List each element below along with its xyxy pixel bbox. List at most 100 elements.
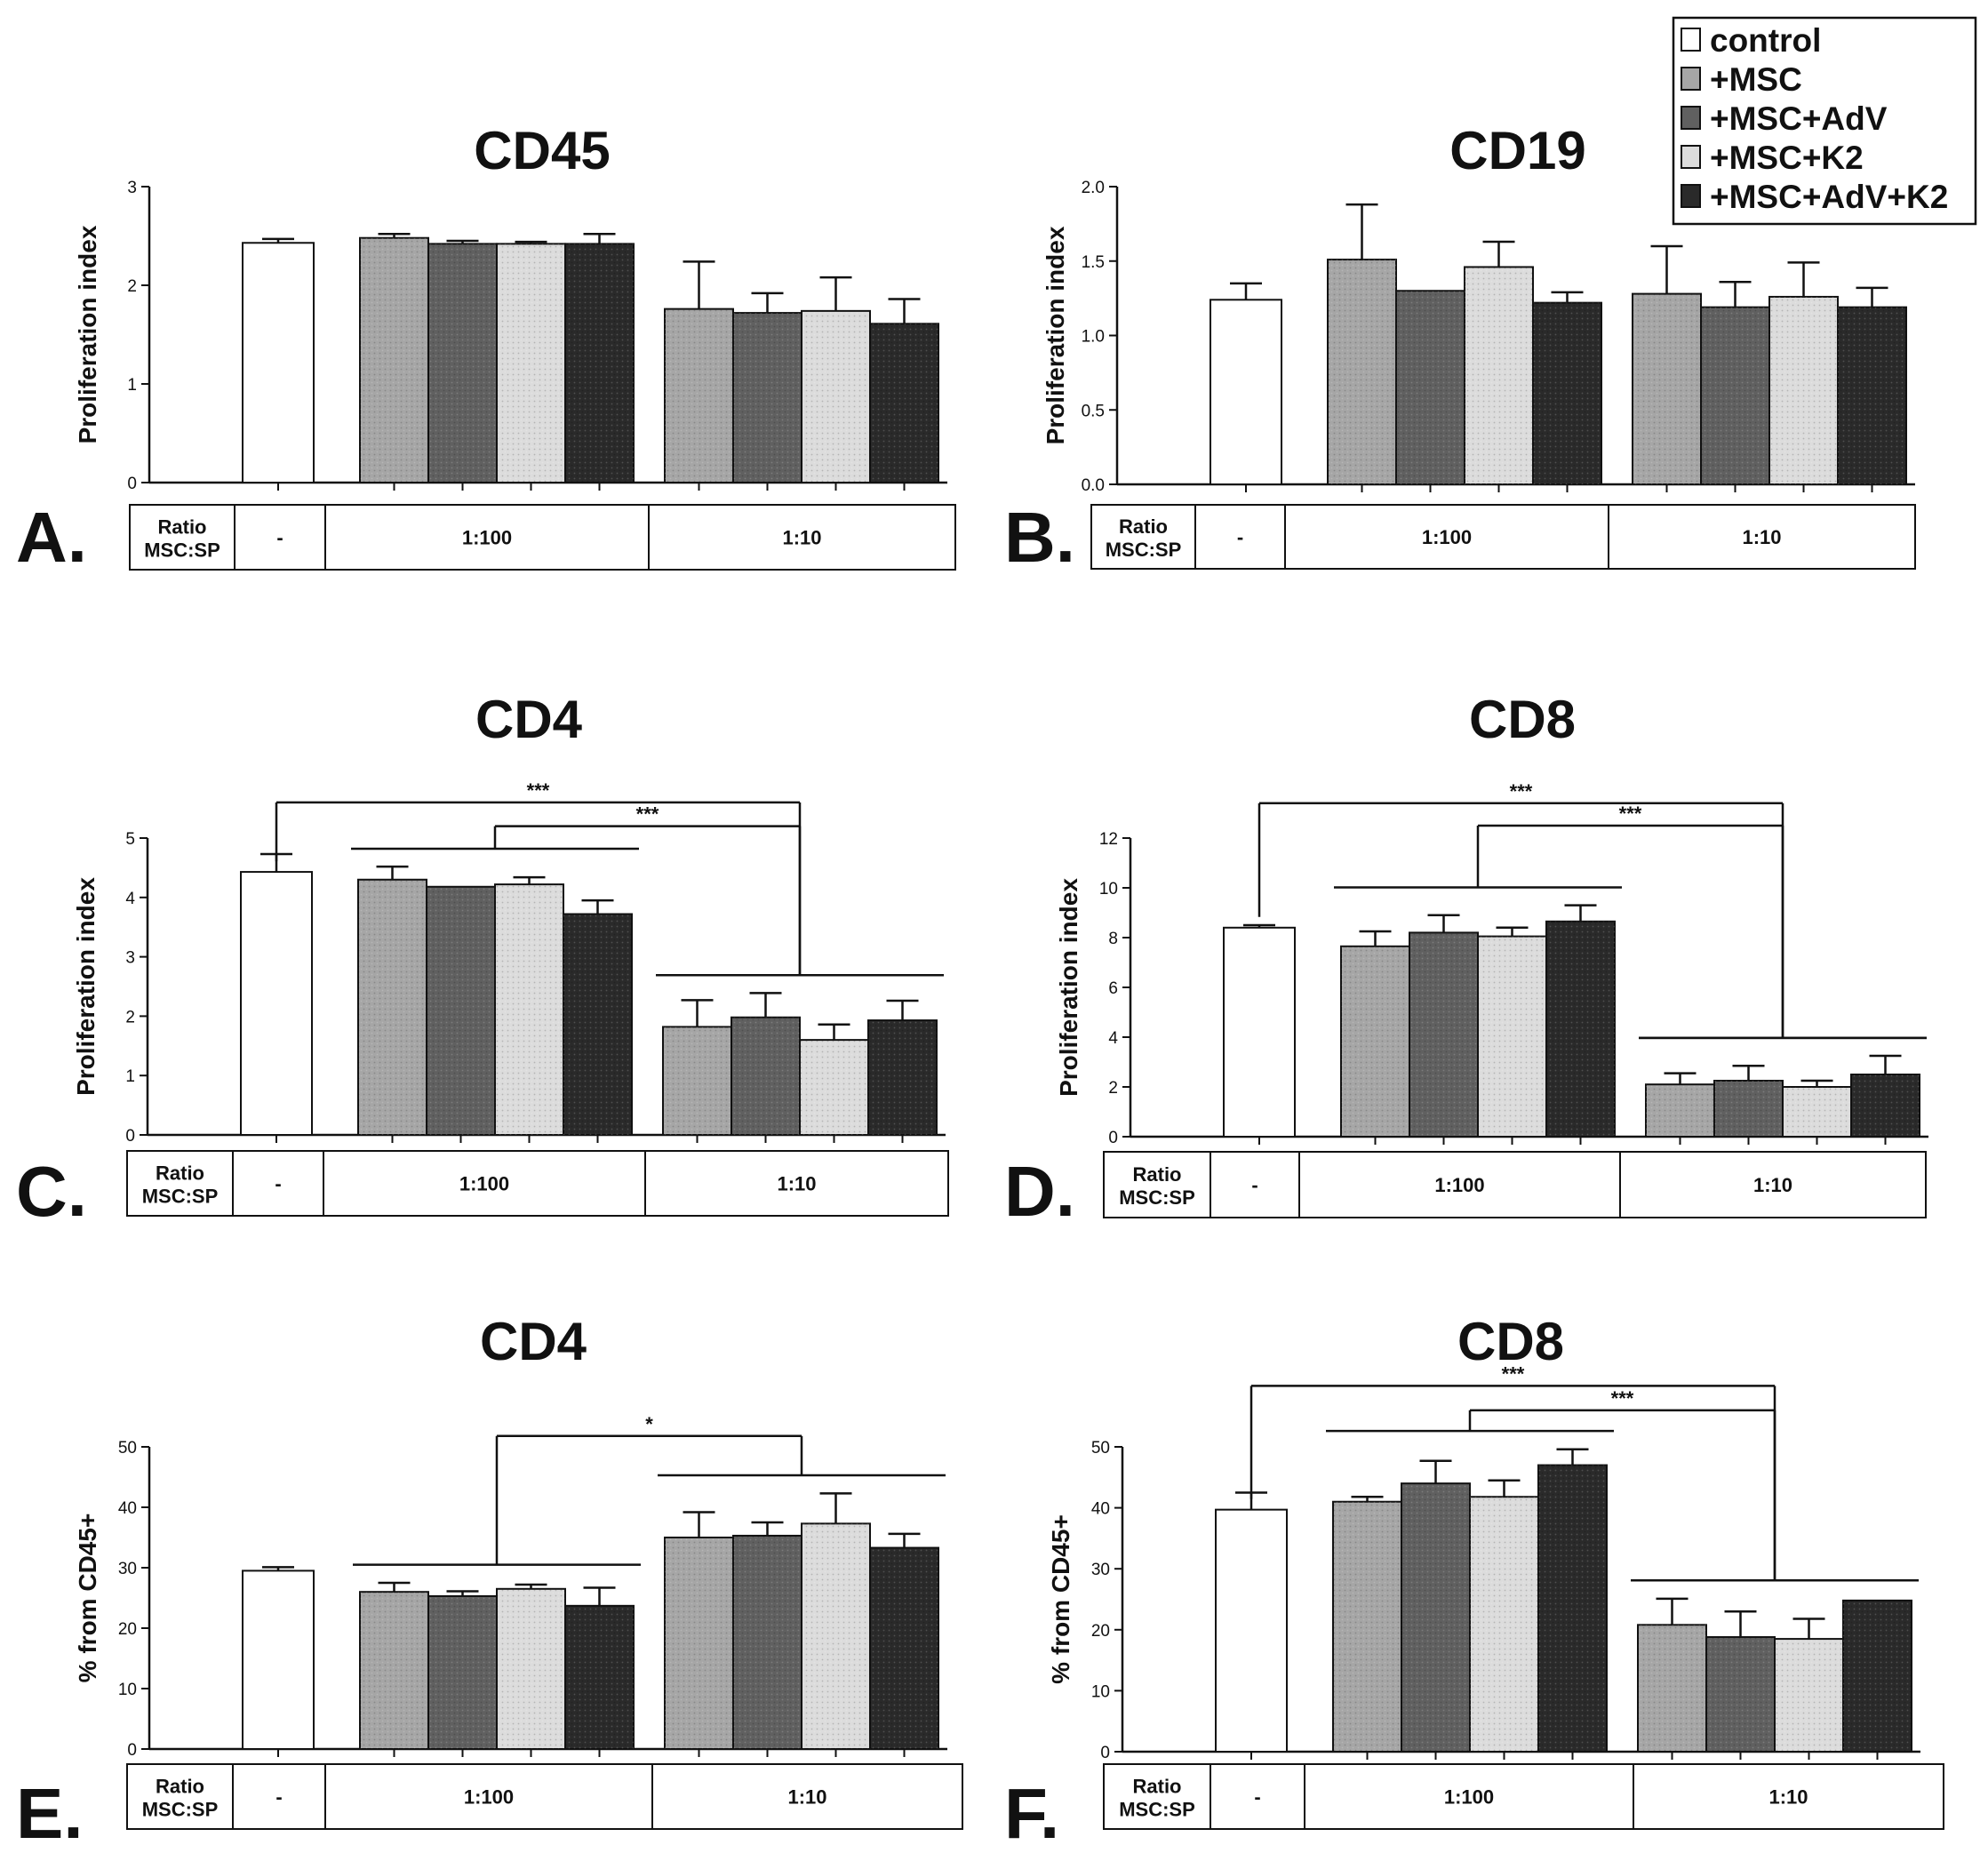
significance-label: *	[645, 1413, 653, 1435]
bar-texture	[1478, 936, 1546, 1137]
panel-title: CD8	[1457, 1312, 1564, 1371]
bar-texture	[360, 237, 428, 483]
ratio-label-sub: MSC:SP	[142, 1186, 219, 1208]
y-tick-label: 50	[118, 1439, 137, 1458]
ratio-table-frame	[129, 504, 956, 571]
y-tick-label: 0	[125, 1127, 135, 1146]
ratio-label: Ratio	[1119, 515, 1168, 538]
y-tick-label: 10	[118, 1681, 137, 1699]
ratio-group-label: -	[275, 1786, 282, 1809]
bar-texture	[1470, 1497, 1538, 1752]
ratio-group-label: 1:100	[1444, 1786, 1494, 1809]
y-tick-label: 40	[118, 1499, 137, 1518]
ratio-table-frame	[1103, 1763, 1944, 1830]
y-tick-label: 3	[125, 949, 135, 968]
y-tick-label: 0.0	[1082, 476, 1105, 495]
ratio-label-sub: MSC:SP	[1106, 539, 1182, 561]
ratio-label-sub: MSC:SP	[144, 539, 220, 562]
y-tick-label: 12	[1099, 830, 1118, 849]
ratio-group-label: -	[1254, 1786, 1260, 1809]
panel-title: CD4	[475, 690, 583, 749]
bar-texture	[1328, 260, 1396, 484]
y-axis-label: Proliferation index	[1042, 226, 1069, 444]
bar-texture	[1546, 921, 1615, 1137]
bar-texture	[565, 244, 634, 483]
panel-title: CD19	[1449, 121, 1585, 180]
ratio-group-label: 1:100	[1434, 1174, 1484, 1196]
ratio-label: Ratio	[156, 1776, 204, 1798]
bar-texture	[1333, 1501, 1401, 1752]
ratio-label: Ratio	[156, 1162, 204, 1185]
y-tick-label: 4	[1108, 1029, 1118, 1048]
y-tick-label: 2	[125, 1008, 135, 1026]
bar-texture	[1533, 302, 1601, 484]
bar-texture	[1646, 1084, 1714, 1137]
bar	[1210, 299, 1282, 485]
y-tick-label: 40	[1091, 1500, 1110, 1519]
bar-texture	[1341, 946, 1409, 1137]
y-tick-label: 20	[1091, 1622, 1110, 1641]
bar-texture	[1409, 932, 1478, 1137]
y-tick-label: 50	[1091, 1439, 1110, 1458]
y-tick-label: 2.0	[1082, 179, 1105, 197]
y-tick-label: 5	[125, 830, 135, 849]
legend-swatch	[1681, 106, 1701, 130]
y-tick-label: 4	[125, 890, 135, 908]
bar-texture	[1714, 1081, 1783, 1137]
legend-swatch	[1681, 67, 1701, 91]
y-tick-label: 10	[1099, 880, 1118, 899]
ratio-label-sub: MSC:SP	[1119, 1186, 1195, 1209]
legend-label: +MSC+AdV+K2	[1710, 179, 1948, 215]
bar-texture	[1843, 1600, 1912, 1752]
ratio-group-label: 1:100	[1422, 526, 1472, 548]
significance-label: ***	[1510, 780, 1533, 803]
panel-title: CD4	[480, 1312, 587, 1371]
legend-label: +MSC+K2	[1710, 140, 1864, 176]
bar-texture	[733, 1535, 802, 1749]
bar-texture	[428, 244, 497, 483]
y-axis-label: % from CD45+	[74, 1514, 101, 1683]
panel-4: CD8 D. 0 2 4 6 8 10 12 Proliferation index *** *** R…	[1004, 690, 1928, 1231]
bar-texture	[565, 1605, 634, 1749]
bar-texture	[802, 1523, 870, 1749]
legend-label: control	[1710, 22, 1821, 59]
y-tick-label: 0.5	[1082, 402, 1105, 420]
panel-letter: A.	[16, 498, 87, 577]
legend-swatch	[1681, 28, 1701, 52]
bar	[1215, 1508, 1288, 1753]
bar-texture	[665, 1538, 733, 1749]
y-tick-label: 1.5	[1082, 253, 1105, 272]
ratio-group-label: 1:10	[1742, 526, 1781, 548]
y-tick-label: 0	[1108, 1129, 1118, 1147]
ratio-label: Ratio	[1133, 1163, 1182, 1186]
panel-5: CD4 E. 0 10 20 30 40 50 % from CD45+ * RatioMSC:SP…	[16, 1312, 963, 1853]
ratio-group-label: 1:10	[782, 527, 821, 549]
bar-texture	[663, 1026, 731, 1135]
panel-letter: F.	[1004, 1774, 1059, 1853]
bar-texture	[1775, 1639, 1843, 1752]
y-tick-label: 30	[1091, 1561, 1110, 1579]
bar	[240, 871, 313, 1136]
significance-label: ***	[1611, 1387, 1634, 1410]
y-tick-label: 20	[118, 1620, 137, 1639]
bar-texture	[497, 1588, 565, 1749]
panel-1: CD45 A. 0 1 2 3 Proliferation index RatioMSC:SP…	[16, 121, 956, 577]
bar-texture	[428, 1595, 497, 1749]
y-tick-label: 8	[1108, 930, 1118, 948]
significance-label: ***	[1502, 1362, 1525, 1385]
ratio-group-label: 1:100	[459, 1173, 509, 1195]
ratio-group-label: 1:10	[787, 1786, 826, 1809]
ratio-group-label: -	[1251, 1174, 1257, 1196]
bar-texture	[495, 884, 563, 1135]
panel-title: CD8	[1469, 690, 1576, 749]
bar-texture	[870, 1547, 938, 1749]
panel-letter: B.	[1004, 498, 1075, 577]
y-tick-label: 0	[127, 1741, 137, 1760]
